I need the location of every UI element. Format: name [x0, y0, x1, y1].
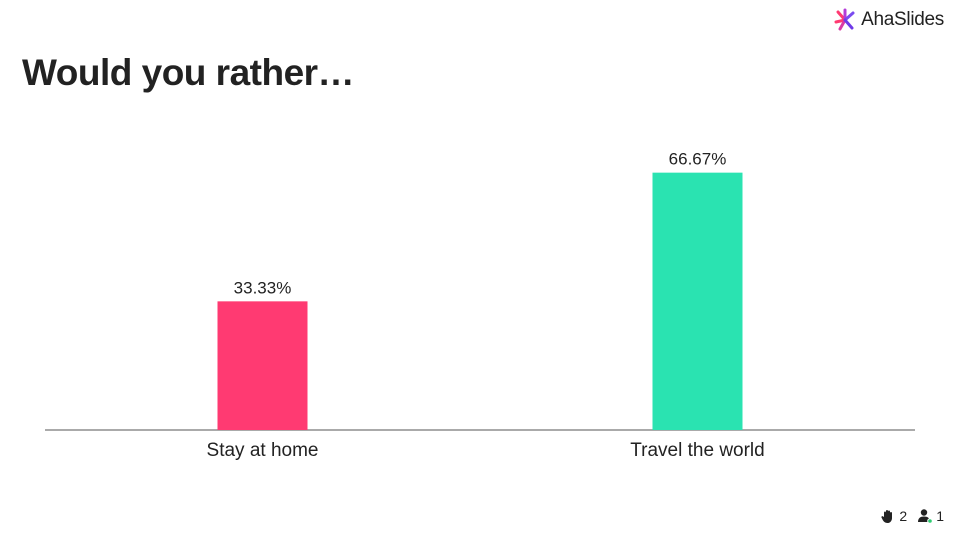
brand: AhaSlides [833, 8, 944, 32]
participants-stat: 1 [917, 508, 944, 524]
hand-icon [881, 510, 893, 523]
bar-value-label-1: 33.33% [234, 278, 292, 297]
bar-1 [217, 301, 308, 430]
brand-name: AhaSlides [861, 9, 944, 30]
bar-2 [652, 172, 743, 430]
category-label-1: Stay at home [207, 440, 319, 461]
participants-count: 1 [936, 508, 944, 524]
footer-stats: 2 1 [880, 508, 944, 524]
reactions-count: 2 [899, 508, 908, 524]
user-icon [918, 509, 934, 524]
page-title: Would you rather… [22, 52, 355, 93]
category-label-2: Travel the world [630, 440, 764, 461]
ahaslides-logo-icon [834, 8, 855, 31]
bar-value-label-2: 66.67% [669, 150, 727, 169]
reactions-stat: 2 [880, 508, 907, 524]
